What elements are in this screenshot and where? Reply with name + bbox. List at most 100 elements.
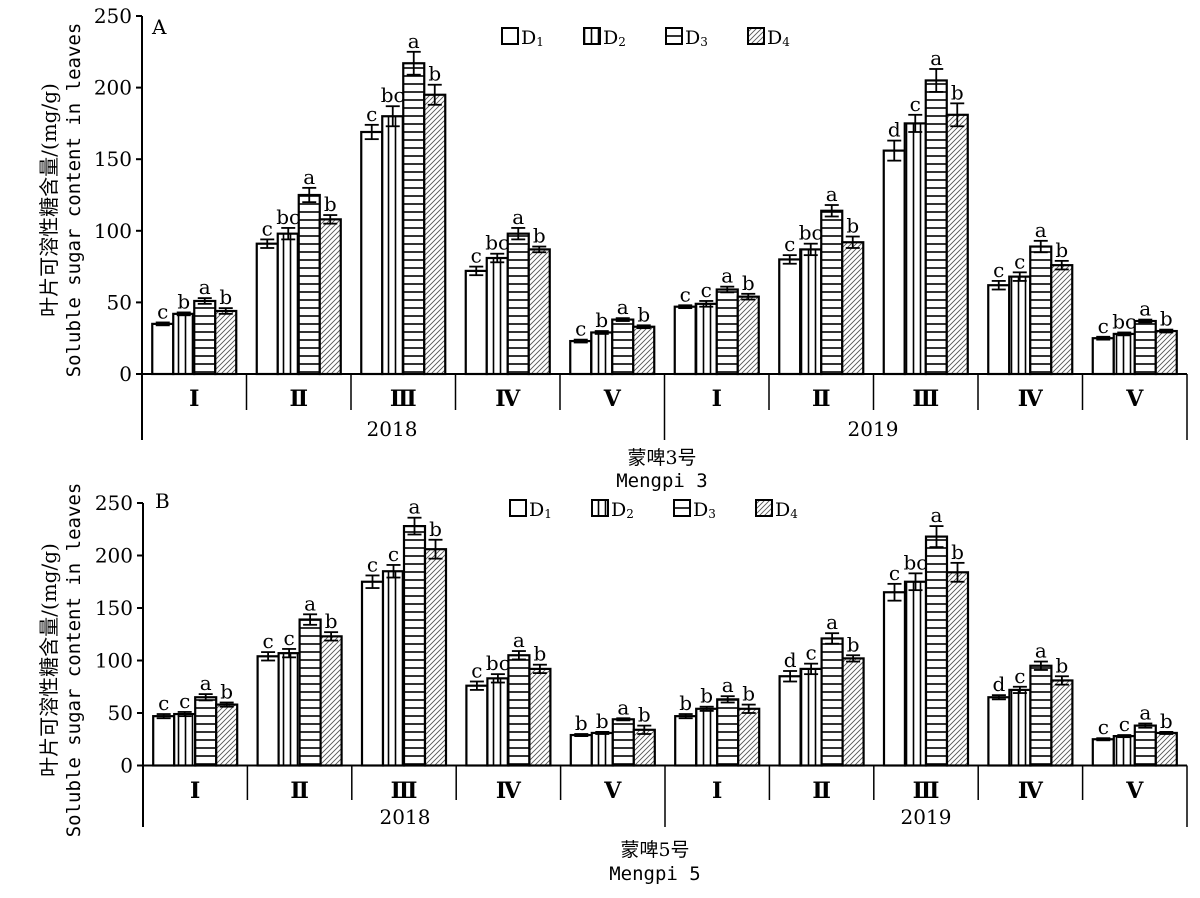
significance-letter: a <box>199 275 211 299</box>
x-tick-label: Ⅱ <box>290 778 309 804</box>
significance-letter: a <box>1139 297 1151 321</box>
y-axis-label-en: Soluble sugar content in leaves <box>63 23 85 378</box>
bar-d4 <box>1050 264 1074 376</box>
significance-letter: b <box>1160 709 1173 733</box>
bar-d2 <box>799 248 823 376</box>
bar-d1 <box>569 733 593 767</box>
year-label-2018: 2018 <box>380 805 431 829</box>
y-axis-label-cn: 叶片可溶性糖含量/(mg/g) <box>37 83 61 317</box>
y-tick-label: 100 <box>94 219 132 243</box>
significance-letter: a <box>930 46 942 70</box>
bar-d3 <box>194 696 218 767</box>
bar-d4 <box>318 218 342 376</box>
bar-d2 <box>694 302 718 376</box>
significance-letter: c <box>157 299 168 323</box>
significance-letter: b <box>533 642 546 666</box>
legend-swatch-d4 <box>755 499 773 517</box>
bar-d4 <box>736 295 760 376</box>
bar-d3 <box>820 637 844 767</box>
x-tick-label: Ⅲ <box>391 778 418 804</box>
bar-d3 <box>924 79 948 376</box>
significance-letter: bc <box>903 550 927 574</box>
bar-d1 <box>360 580 385 767</box>
bar-d2 <box>1008 688 1032 767</box>
bar-d2 <box>590 331 614 376</box>
legend-swatch-d1 <box>501 27 519 45</box>
bar-d1 <box>464 269 488 376</box>
significance-letter: b <box>177 289 190 313</box>
y-tick-label: 50 <box>107 290 132 314</box>
bar-d3 <box>402 524 427 767</box>
significance-letter: c <box>366 102 377 126</box>
bar-d2 <box>695 707 719 767</box>
significance-letter: b <box>951 80 964 104</box>
significance-letter: c <box>283 626 294 650</box>
significance-letter: c <box>262 629 273 653</box>
bar-d3 <box>715 288 739 376</box>
bar-d2 <box>172 312 196 376</box>
bar-d4 <box>841 241 865 376</box>
significance-letter: b <box>679 691 692 715</box>
bar-d1 <box>151 322 175 376</box>
significance-letter: a <box>303 165 315 189</box>
bar-d2 <box>486 677 510 767</box>
bar-d2 <box>590 731 614 767</box>
bar-d1 <box>987 284 1011 376</box>
significance-letter: d <box>888 118 901 142</box>
bar-d3 <box>924 535 949 767</box>
bar-d1 <box>674 715 698 767</box>
y-tick-label: 0 <box>120 754 133 778</box>
bar-d3 <box>611 318 635 376</box>
legend-label: D1 <box>521 27 544 49</box>
bar-d2 <box>277 652 301 767</box>
significance-letter: b <box>324 192 337 216</box>
legend-swatch-d3 <box>673 499 691 517</box>
significance-letter: a <box>1035 639 1047 663</box>
y-tick-label: 250 <box>95 491 133 515</box>
significance-letter: c <box>784 232 795 256</box>
x-tick-label: Ⅳ <box>496 778 522 804</box>
significance-letter: c <box>701 278 712 302</box>
legend-swatch-d1 <box>509 499 527 517</box>
significance-letter: b <box>846 214 859 238</box>
significance-letter: c <box>1014 664 1025 688</box>
bar-d3 <box>298 618 322 767</box>
significance-letter: b <box>428 62 441 86</box>
legend: D1 D2 D3 D4 <box>501 27 790 49</box>
bar-d2 <box>799 667 823 767</box>
bar-d1 <box>778 675 802 767</box>
x-tick-label: Ⅱ <box>289 386 308 412</box>
bar-d3 <box>193 299 217 376</box>
y-axis-label-en: Soluble sugar content in leaves <box>63 483 85 838</box>
significance-letter: b <box>637 302 650 326</box>
significance-letter: a <box>408 29 420 53</box>
y-tick-label: 0 <box>119 362 132 386</box>
significance-letter: d <box>992 672 1005 696</box>
bar-d4 <box>1154 731 1178 767</box>
x-tick-label: Ⅴ <box>1125 386 1144 412</box>
significance-letter: d <box>784 648 797 672</box>
bar-d3 <box>716 698 740 767</box>
significance-letter: a <box>931 503 943 527</box>
legend-label: D3 <box>693 499 716 521</box>
significance-letter: b <box>951 540 964 564</box>
significance-letter: c <box>471 659 482 683</box>
x-tick-label: Ⅳ <box>1018 386 1044 412</box>
bar-d3 <box>1029 245 1053 376</box>
bar-d3 <box>820 209 844 376</box>
panel-label: B <box>155 489 170 513</box>
legend-label: D4 <box>775 499 798 521</box>
bar-d4 <box>423 93 447 376</box>
bar-d4 <box>215 703 239 767</box>
bar-d2 <box>381 115 405 376</box>
significance-letter: c <box>262 216 273 240</box>
significance-letter: a <box>512 205 524 229</box>
x-tick-label: Ⅲ <box>390 386 417 412</box>
significance-letter: b <box>575 711 588 735</box>
significance-letter: b <box>596 709 609 733</box>
significance-letter: b <box>595 308 608 332</box>
significance-letter: b <box>847 632 860 656</box>
significance-letter: a <box>617 695 629 719</box>
significance-letter: bc <box>485 231 509 255</box>
